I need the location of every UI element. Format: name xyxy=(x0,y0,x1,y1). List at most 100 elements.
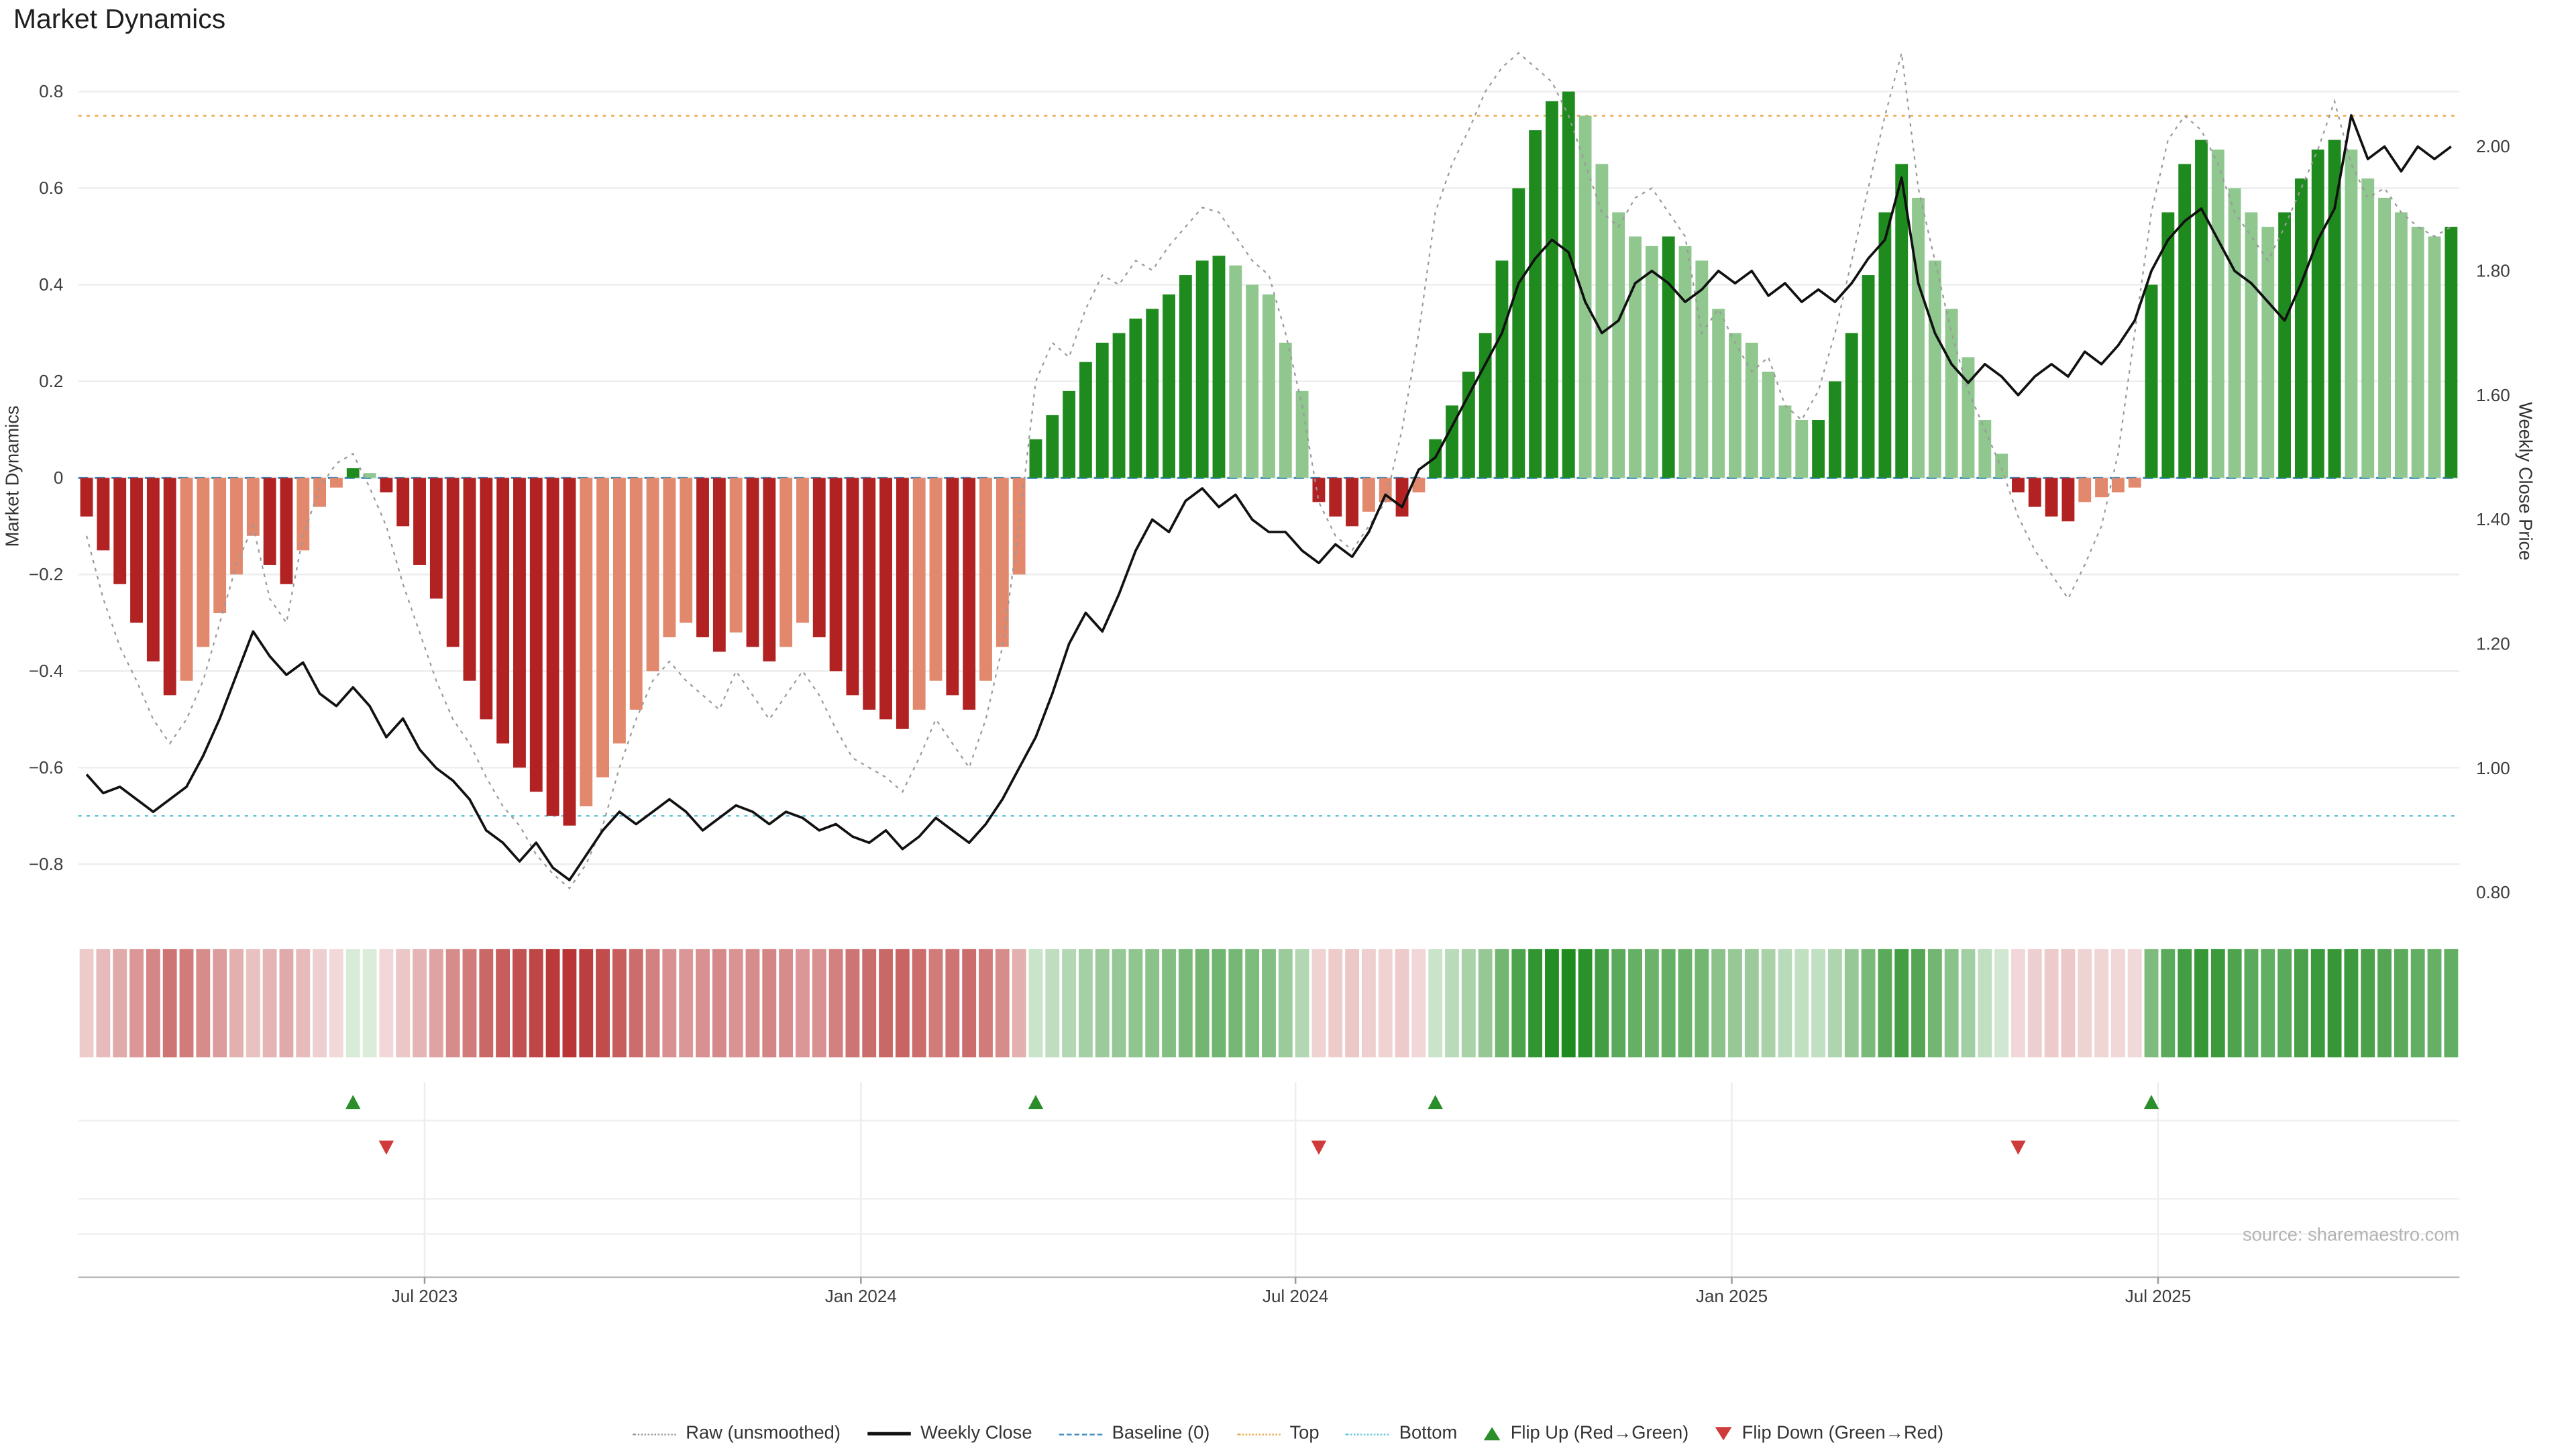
heatmap-cell xyxy=(262,949,277,1058)
heatmap-cell xyxy=(1911,949,1925,1058)
heatmap-cell xyxy=(329,949,343,1058)
heatmap-cell xyxy=(712,949,727,1058)
dynamics-bar xyxy=(1112,333,1126,478)
dynamics-bar xyxy=(513,478,526,768)
heatmap-cell xyxy=(1495,949,1509,1058)
dynamics-bar xyxy=(1395,478,1409,517)
dynamics-bar xyxy=(646,478,659,672)
heatmap-cell xyxy=(1078,949,1093,1058)
dynamics-bar xyxy=(696,478,709,637)
heatmap-cell xyxy=(1644,949,1659,1058)
flip-up-marker xyxy=(2143,1095,2159,1110)
dynamics-bar xyxy=(1063,390,1076,478)
heatmap-cell xyxy=(1711,949,1726,1058)
heatmap-cell xyxy=(928,949,943,1058)
left-tick-label: 0.8 xyxy=(39,81,63,101)
flip-up-triangle-icon xyxy=(1483,1427,1501,1441)
legend-item: Top xyxy=(1236,1424,1320,1444)
heatmap-cell xyxy=(1761,949,1776,1058)
heatmap-cell xyxy=(596,949,610,1058)
legend-item: Raw (unsmoothed) xyxy=(632,1424,841,1444)
heatmap-cell xyxy=(879,949,893,1058)
dynamics-bar xyxy=(2012,478,2025,492)
heatmap-cell xyxy=(1661,949,1676,1058)
heatmap-cell xyxy=(779,949,794,1058)
heatmap-cell xyxy=(1695,949,1709,1058)
heatmap-cell xyxy=(2144,949,2159,1058)
heatmap-cell xyxy=(2310,949,2325,1058)
dynamics-bar xyxy=(246,478,260,536)
dynamics-bar xyxy=(563,478,576,826)
dynamics-bar xyxy=(1862,275,1875,478)
dynamics-bar xyxy=(1645,246,1658,478)
dynamics-bar xyxy=(2345,149,2358,478)
heatmap-cell xyxy=(413,949,427,1058)
heatmap-cell xyxy=(1445,949,1459,1058)
dynamics-bar xyxy=(2361,178,2375,478)
dynamics-bar xyxy=(2411,227,2424,478)
dynamics-bar xyxy=(712,478,726,652)
heatmap-cell xyxy=(1145,949,1160,1058)
heatmap-cell xyxy=(1062,949,1077,1058)
right-tick-label: 1.40 xyxy=(2476,509,2510,529)
dynamics-bar xyxy=(1163,294,1175,478)
dynamics-bar xyxy=(2095,478,2108,498)
dynamics-bar xyxy=(979,478,992,681)
heatmap-cell xyxy=(1095,949,1110,1058)
right-tick-label: 1.60 xyxy=(2476,385,2510,405)
dynamics-bar xyxy=(812,478,826,637)
dynamics-bar xyxy=(2045,478,2058,517)
heatmap-cell xyxy=(1112,949,1126,1058)
heatmap-cell xyxy=(2361,949,2375,1058)
dynamics-bar xyxy=(1595,164,1609,478)
heatmap-cell xyxy=(645,949,660,1058)
x-tick-label: Jan 2025 xyxy=(1696,1286,1768,1306)
dynamics-bar xyxy=(1778,405,1792,478)
dynamics-bar xyxy=(1662,236,1675,478)
heatmap-cell xyxy=(796,949,810,1058)
heatmap-cell xyxy=(1944,949,1959,1058)
dynamics-bar xyxy=(2445,227,2458,478)
heatmap-cell xyxy=(2061,949,2076,1058)
heatmap-cell xyxy=(1212,949,1226,1058)
dynamics-bar xyxy=(1562,91,1575,478)
heatmap-cell xyxy=(845,949,860,1058)
heatmap-cell xyxy=(1961,949,1976,1058)
dynamics-bar xyxy=(2061,478,2075,522)
heatmap-cell xyxy=(612,949,627,1058)
heatmap-cell xyxy=(912,949,926,1058)
dynamics-bar xyxy=(879,478,892,720)
heatmap-cell xyxy=(2044,949,2059,1058)
dynamics-bar xyxy=(1329,478,1342,517)
heatmap-cell xyxy=(679,949,694,1058)
heatmap-cell xyxy=(396,949,411,1058)
heatmap-cell xyxy=(629,949,643,1058)
x-tick-label: Jul 2023 xyxy=(392,1286,458,1306)
dynamics-bar xyxy=(1529,130,1542,478)
heatmap-cell xyxy=(812,949,826,1058)
heatmap-cell xyxy=(995,949,1010,1058)
heatmap-cell xyxy=(129,949,144,1058)
heatmap-cell xyxy=(562,949,577,1058)
dynamics-bar xyxy=(1578,115,1592,478)
heatmap-cell xyxy=(1012,949,1026,1058)
legend-label: Weekly Close xyxy=(920,1424,1032,1444)
dynamics-bar xyxy=(113,478,127,584)
heatmap-cell xyxy=(96,949,111,1058)
dynamics-bar xyxy=(1745,342,1758,478)
heatmap-cell xyxy=(1611,949,1626,1058)
heatmap-cell xyxy=(1295,949,1309,1058)
dynamics-bar xyxy=(1678,246,1692,478)
dynamics-bar xyxy=(463,478,476,681)
heatmap-cell xyxy=(1927,949,1942,1058)
dynamics-bar xyxy=(2428,236,2441,478)
heatmap-cell xyxy=(479,949,494,1058)
dynamics-bar xyxy=(2328,140,2341,478)
dynamics-bar xyxy=(796,478,809,623)
heatmap-cell xyxy=(2078,949,2092,1058)
dynamics-bar xyxy=(612,478,626,744)
heatmap-cell xyxy=(2444,949,2459,1058)
legend-label: Flip Down (Green→Red) xyxy=(1741,1424,1944,1444)
